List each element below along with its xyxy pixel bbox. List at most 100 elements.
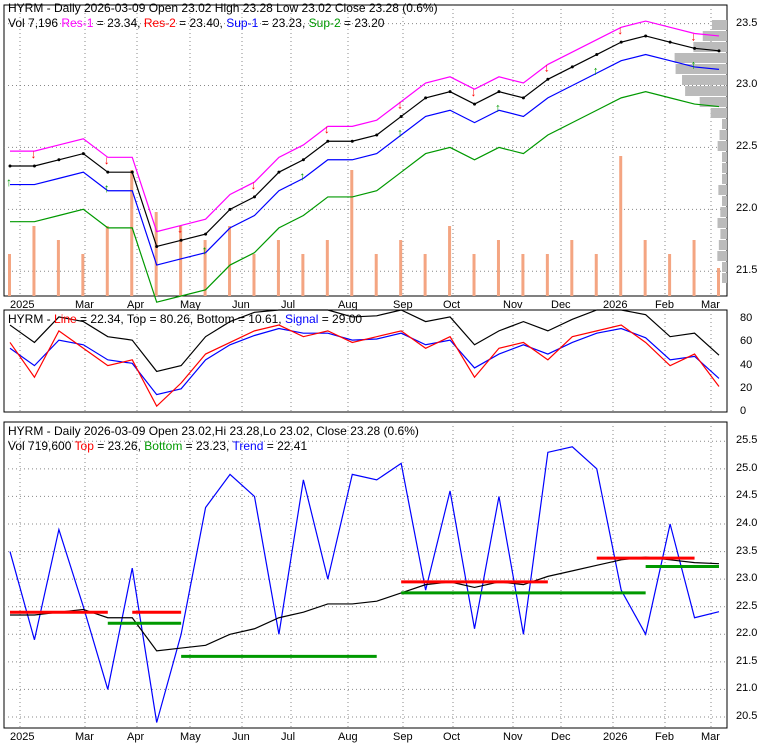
price-point — [497, 90, 500, 93]
x-tick-label: Jun — [232, 299, 250, 311]
volume-bar — [326, 240, 329, 296]
signal-label: Signal — [285, 312, 318, 326]
price-point — [400, 115, 403, 118]
x-tick-label: Nov — [503, 731, 523, 743]
bottom-volume: Vol 719,600 — [8, 439, 71, 453]
volume-bar — [32, 226, 35, 296]
sup2-label: Sup-2 — [309, 16, 341, 30]
volume-profile-bar — [676, 64, 727, 74]
y-tick-label: 22.0 — [736, 202, 757, 214]
x-tick-label: Sep — [393, 299, 413, 311]
price-point — [546, 78, 549, 81]
x-tick-label: Sep — [393, 731, 413, 743]
volume-profile-bar — [718, 141, 727, 151]
sell-arrow-icon: ↓ — [471, 85, 477, 99]
res1-value: = 23.34, — [97, 16, 141, 30]
y-tick-label: 23.0 — [736, 572, 757, 584]
volume-bar — [301, 254, 304, 296]
volume-profile-bar — [717, 251, 727, 261]
x-tick-label: Jul — [281, 731, 295, 743]
x-tick-label: Mar — [75, 731, 94, 743]
sell-arrow-icon: ↓ — [104, 153, 110, 167]
y-tick-label: 22.5 — [736, 140, 757, 152]
x-tick-label: Aug — [338, 731, 358, 743]
bottom-price-line — [10, 557, 719, 651]
volume-profile-bar — [718, 185, 727, 195]
sell-arrow-icon: ↓ — [617, 23, 623, 37]
volume-bar — [424, 254, 427, 296]
sell-arrow-icon: ↓ — [324, 122, 330, 136]
x-tick-label: May — [180, 731, 201, 743]
volume-bar — [57, 240, 60, 296]
y-tick-label: 80 — [740, 312, 752, 324]
y-tick-label: 21.0 — [736, 682, 757, 694]
volume-profile-bar — [720, 229, 727, 239]
top-label: Top — [75, 439, 94, 453]
volume-bar — [228, 226, 231, 296]
volume-bar — [693, 240, 696, 296]
volume-profile-bar — [682, 75, 727, 85]
volume-bar — [570, 240, 573, 296]
res2-value: = 23.40, — [179, 16, 223, 30]
x-tick-label: Jun — [232, 731, 250, 743]
x-tick-label: Dec — [551, 731, 571, 743]
volume-profile-bar — [719, 240, 727, 250]
signal-value: = 29.00 — [322, 312, 362, 326]
volume-profile-bar — [722, 174, 727, 184]
x-tick-label: Aug — [338, 299, 358, 311]
y-tick-label: 22.0 — [736, 627, 757, 639]
volume-bar — [399, 240, 402, 296]
price-point — [424, 96, 427, 99]
price-point — [33, 164, 36, 167]
sell-arrow-icon: ↓ — [250, 178, 256, 192]
res2-label: Res-2 — [144, 16, 176, 30]
x-tick-label: Apr — [127, 299, 144, 311]
price-point — [571, 65, 574, 68]
price-point — [449, 90, 452, 93]
stock-chart: ↑ ↓ ↓ ↑ ↓ ↑ ↓ ↑ ↓ ↓ ↑ ↓ ↑ ↓ ↑ ↓ ↓ ↑ HYRM - Daily 2026-03-… — [0, 0, 780, 745]
x-tick-label: 2025 — [10, 731, 34, 743]
buy-arrow-icon: ↑ — [593, 64, 599, 78]
bottom-panel-title: HYRM - Daily 2026-03-09 Open 23.02,Hi 23… — [8, 424, 419, 438]
volume-profile-bar — [711, 108, 727, 118]
sup1-value: = 23.23, — [262, 16, 306, 30]
trend-value: = 22.41 — [267, 439, 307, 453]
price-point — [375, 134, 378, 137]
price-point — [277, 171, 280, 174]
mid-panel-legend: HYRM - Line = 22.34, Top = 80.26, Bottom… — [8, 312, 362, 326]
price-point — [620, 41, 623, 44]
price-point — [106, 171, 109, 174]
buy-arrow-icon: ↑ — [104, 181, 110, 195]
y-tick-label: 24.0 — [736, 517, 757, 529]
x-tick-label: Mar — [701, 731, 720, 743]
x-tick-label: 2025 — [10, 299, 34, 311]
sup2-value: = 23.20 — [344, 16, 384, 30]
sell-arrow-icon: ↓ — [30, 147, 36, 161]
volume-profile-bar — [722, 196, 727, 206]
volume-profile-bar — [720, 130, 727, 140]
y-tick-label: 60 — [740, 335, 752, 347]
y-tick-label: 21.5 — [736, 655, 757, 667]
y-tick-label: 21.5 — [736, 264, 757, 276]
panel-frame-0 — [4, 5, 727, 296]
top-panel-title: HYRM - Daily 2026-03-09 Open 23.02 High … — [8, 1, 438, 15]
volume-bar — [130, 170, 133, 296]
price-point — [473, 103, 476, 106]
volume-profile-bar — [722, 119, 727, 129]
line-label: Line — [54, 312, 77, 326]
bottom-value: = 23.23, — [186, 439, 230, 453]
price-point — [9, 164, 12, 167]
price-point — [669, 41, 672, 44]
sell-arrow-icon: ↓ — [397, 97, 403, 111]
volume-profile-bar — [685, 86, 727, 96]
x-tick-label: Oct — [443, 731, 460, 743]
x-tick-label: May — [180, 299, 201, 311]
x-tick-label: Feb — [655, 731, 674, 743]
volume-label: Vol 7,196 — [8, 16, 58, 30]
x-tick-label: 2026 — [603, 299, 627, 311]
buy-arrow-icon: ↑ — [495, 101, 501, 115]
resistance-line — [10, 21, 719, 232]
y-tick-label: 20.5 — [736, 710, 757, 722]
volume-bar — [179, 226, 182, 296]
volume-bar — [521, 254, 524, 296]
